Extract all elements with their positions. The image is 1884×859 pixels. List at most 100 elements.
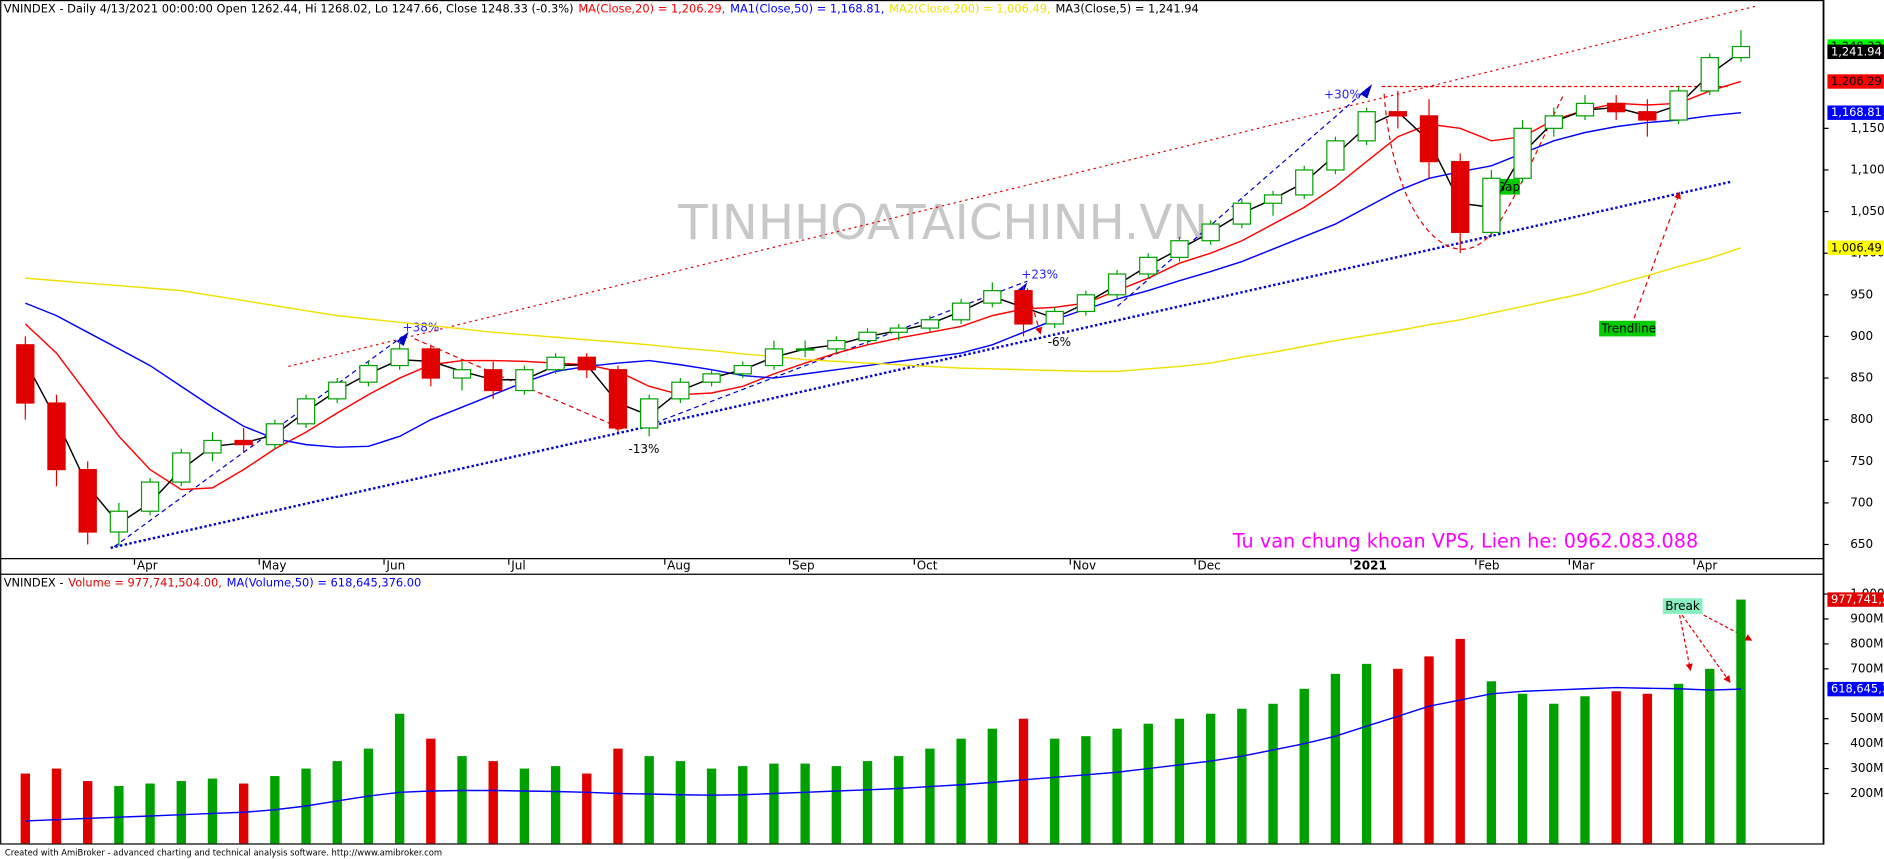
x-tick-label: Dec <box>1197 558 1220 572</box>
annotation-box <box>1662 598 1703 614</box>
candle-body <box>608 369 628 429</box>
volume-bar <box>1081 736 1091 844</box>
volume-bar <box>1486 681 1497 844</box>
candle-body <box>889 327 908 333</box>
candle-body <box>702 373 721 383</box>
candle-body <box>827 339 846 350</box>
volume-bar <box>1112 728 1122 844</box>
break-arrow <box>1681 614 1731 683</box>
candle-body <box>172 452 191 483</box>
legend-name: MA1(Close,50) <box>730 1 813 15</box>
x-tick-label: Apr <box>1697 558 1718 572</box>
volume-bar <box>51 768 62 844</box>
volume-bar <box>332 761 342 844</box>
candle-body <box>328 381 347 400</box>
header-title: VNINDEX - <box>4 575 64 589</box>
candle-body <box>951 302 971 321</box>
volume-bar <box>1611 691 1621 844</box>
candle-body <box>1107 273 1127 296</box>
legend-value: = 1,206.29, <box>658 1 726 15</box>
volume-bar <box>582 773 592 844</box>
header: VNINDEX - Volume = 977,741,504.00, MA(Volum… <box>4 575 422 589</box>
candle-body <box>203 439 222 454</box>
candle-body <box>577 356 596 371</box>
legend-name: MA3(Close,5) <box>1055 1 1131 15</box>
candle-body <box>421 348 441 379</box>
candle-body <box>515 369 534 392</box>
candle-body <box>858 331 877 342</box>
annotation: -13% <box>628 442 659 456</box>
volume-bar <box>925 748 935 844</box>
candle-body <box>1419 115 1439 163</box>
candle-body <box>1295 169 1314 196</box>
volume-bar <box>457 756 467 844</box>
annotation: Trendline <box>1601 322 1657 336</box>
legend-value: = 1,241.94 <box>1135 1 1199 15</box>
volume-bar <box>800 763 810 844</box>
volume-bar <box>894 756 904 844</box>
volume-bar <box>1050 738 1060 844</box>
volume-bar <box>114 786 124 844</box>
annotation: +23% <box>1021 268 1058 282</box>
volume-bar <box>1517 693 1528 844</box>
x-tick-label: 2021 <box>1353 558 1386 572</box>
candle-body <box>1575 102 1595 117</box>
swing-line <box>113 335 403 548</box>
candle-body <box>1045 310 1064 325</box>
y-tick-label: 400M <box>1850 736 1883 750</box>
y-tick-label: 700M <box>1850 661 1883 675</box>
candle-body <box>640 398 659 429</box>
volume-bar <box>1705 668 1715 844</box>
value-marker <box>1827 240 1884 256</box>
volume-bar <box>1642 693 1653 844</box>
legend-value: = 977,741,504.00, <box>114 575 222 589</box>
candle-body <box>78 468 97 533</box>
x-tick-label: Mar <box>1572 558 1595 572</box>
y-tick-label: 300M <box>1850 761 1883 775</box>
candle-body <box>920 319 940 329</box>
candle-body <box>1139 256 1158 275</box>
y-tick-label: 900M <box>1850 611 1883 625</box>
volume-bar <box>987 728 997 844</box>
candle-body <box>1482 177 1501 233</box>
value-marker <box>1827 74 1884 89</box>
volume-bar <box>1580 696 1590 844</box>
peak-arrow <box>1360 84 1373 99</box>
y-tick-label: 500M <box>1850 711 1883 725</box>
candle-body <box>795 348 815 351</box>
candle-body <box>1451 161 1470 233</box>
candle-body <box>1326 140 1345 171</box>
candle-body <box>1700 57 1719 92</box>
volume-bar <box>1549 703 1559 844</box>
candle-body <box>546 356 565 371</box>
volume-bar <box>550 766 561 844</box>
y-tick-label: 800 <box>1850 412 1873 426</box>
candle-body <box>16 344 35 404</box>
volume-bar <box>1673 683 1684 844</box>
ma-line <box>24 80 1742 491</box>
candle-body <box>1170 240 1189 258</box>
volume-bar <box>1174 718 1185 844</box>
value-marker <box>1827 592 1884 607</box>
candle-body <box>265 423 285 446</box>
volume-bar <box>1424 656 1434 844</box>
legend-value: = 618,645,376.00 <box>317 575 421 589</box>
candle-body <box>296 398 316 425</box>
header: VNINDEX - Daily 4/13/2021 00:00:00 Open … <box>4 1 1199 15</box>
volume-bar <box>1299 688 1309 844</box>
candle-body <box>1232 202 1252 225</box>
volume-bar <box>738 766 748 844</box>
y-tick-label: 650 <box>1850 537 1873 551</box>
value-marker-label: 1,006.49 <box>1831 240 1882 254</box>
legend-name: Volume <box>68 575 110 589</box>
header-title: VNINDEX - Daily 4/13/2021 00:00:00 Open … <box>4 1 574 15</box>
volume-bar <box>394 713 405 844</box>
annotation: +30% <box>1324 87 1361 101</box>
volume-bar <box>207 778 218 844</box>
x-tick-label: Aug <box>667 558 690 572</box>
candle-body <box>671 381 690 400</box>
value-marker-label: 1,241.94 <box>1831 44 1882 58</box>
y-tick-label: 800M <box>1850 636 1883 650</box>
y-tick-label: 750 <box>1850 454 1873 468</box>
